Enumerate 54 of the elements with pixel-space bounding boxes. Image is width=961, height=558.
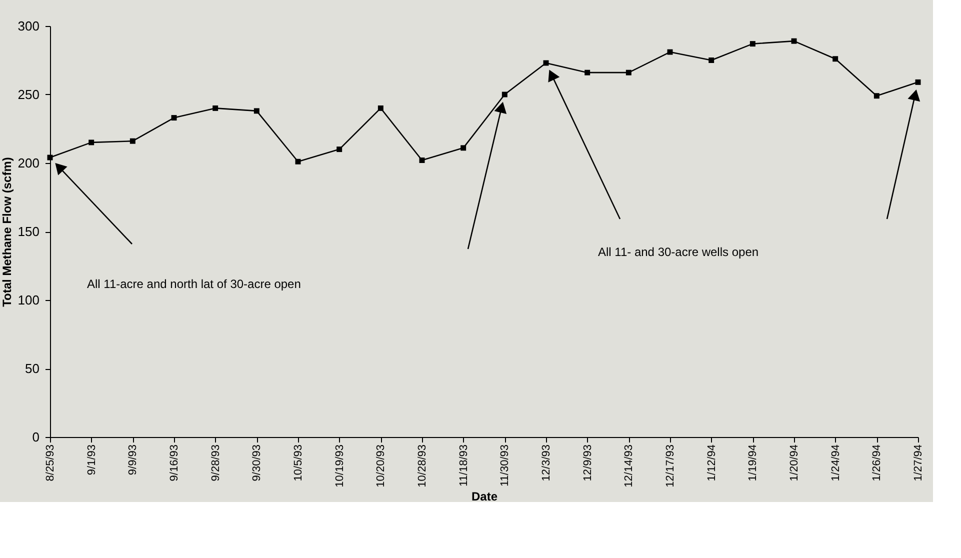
y-tick-label: 100 bbox=[18, 292, 40, 308]
x-tick-label: 12/9/93 bbox=[582, 444, 594, 482]
point bbox=[212, 105, 218, 111]
point bbox=[295, 158, 301, 164]
point bbox=[791, 38, 797, 44]
y-axis-title: Total Methane Flow (scfm) bbox=[0, 157, 14, 307]
x-tick-label: 10/5/93 bbox=[292, 444, 304, 482]
point bbox=[171, 115, 177, 121]
x-tick-label: 1/12/94 bbox=[706, 444, 718, 482]
x-tick-label: 1/24/94 bbox=[830, 444, 842, 482]
y-tick-label: 150 bbox=[18, 224, 40, 239]
x-tick-label: 9/30/93 bbox=[251, 444, 264, 482]
x-tick-label: 11/30/93 bbox=[499, 444, 512, 487]
x-tick-label: 1/27/94 bbox=[912, 444, 924, 482]
x-tick-label: 10/20/93 bbox=[375, 444, 388, 488]
y-tick-label: 200 bbox=[18, 156, 40, 170]
x-tick-label: 1/20/94 bbox=[788, 444, 800, 482]
x-tick-label: 12/14/93 bbox=[623, 444, 636, 488]
point bbox=[626, 70, 632, 76]
y-tick-label: 300 bbox=[18, 18, 40, 34]
point bbox=[915, 79, 921, 85]
point bbox=[130, 138, 136, 144]
x-tick-label: 9/28/93 bbox=[210, 444, 222, 482]
x-tick-label: 8/25/93 bbox=[44, 444, 56, 482]
point bbox=[502, 92, 508, 98]
annotation: All 11- and 30-acre wells open bbox=[598, 245, 759, 259]
point bbox=[667, 49, 673, 55]
point bbox=[88, 140, 94, 146]
point bbox=[460, 145, 466, 151]
point bbox=[378, 105, 384, 111]
x-tick-label: 9/16/93 bbox=[168, 444, 180, 482]
x-tick-label: 9/9/93 bbox=[127, 444, 140, 476]
point bbox=[419, 158, 425, 163]
point bbox=[336, 146, 342, 152]
point bbox=[708, 58, 714, 63]
x-tick-label: 12/17/93 bbox=[664, 444, 676, 488]
point bbox=[874, 93, 880, 99]
x-tick-label: 1/26/94 bbox=[871, 444, 884, 482]
x-tick-label: 10/28/93 bbox=[416, 444, 428, 488]
y-tick-label: 250 bbox=[18, 87, 40, 102]
annotation: All 11-acre and north lat of 30-acre open bbox=[87, 277, 301, 291]
point bbox=[254, 108, 260, 114]
x-axis-title: Date bbox=[471, 489, 498, 504]
x-tick-label: 9/1/93 bbox=[86, 444, 98, 476]
x-tick-label: 1/19/94 bbox=[747, 444, 760, 482]
point bbox=[832, 56, 838, 62]
point bbox=[584, 70, 590, 76]
y-tick-label: 0 bbox=[32, 430, 40, 444]
x-tick-label: 11/18/93 bbox=[458, 444, 470, 487]
x-tick-label: 12/3/93 bbox=[540, 444, 552, 482]
x-tick-label: 10/19/93 bbox=[334, 444, 346, 488]
point bbox=[750, 41, 756, 47]
y-tick-label: 50 bbox=[25, 361, 40, 376]
point bbox=[47, 154, 53, 160]
